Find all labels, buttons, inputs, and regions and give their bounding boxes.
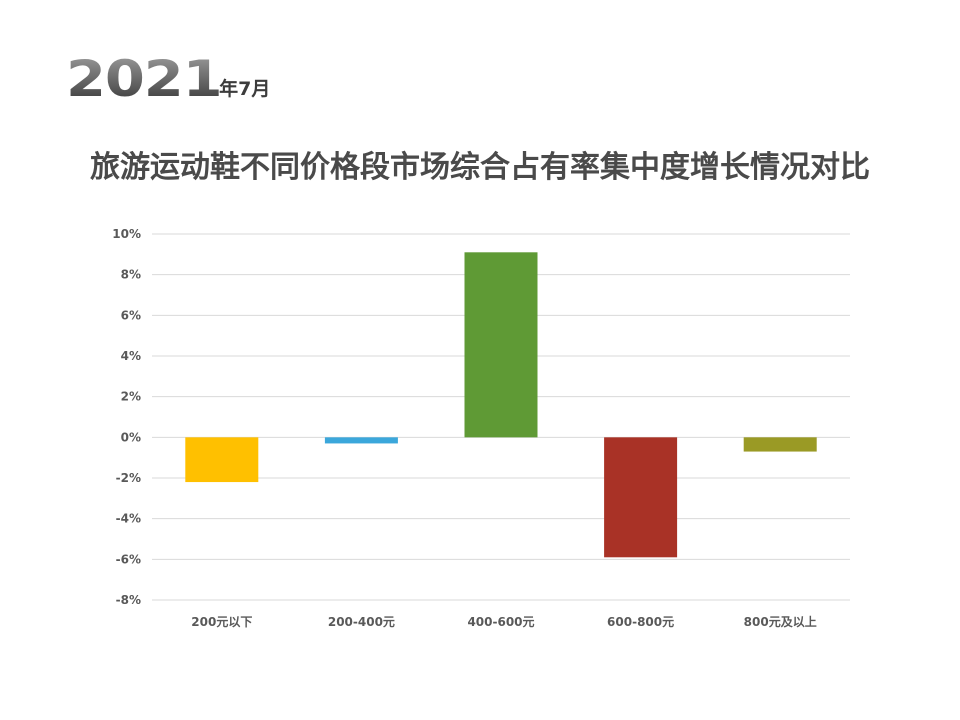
y-tick-label: -6% [116,552,141,566]
x-tick-label: 400-600元 [467,615,534,629]
y-tick-label: 6% [121,308,141,322]
bar [464,252,538,438]
y-tick-label: -2% [116,471,141,485]
y-tick-label: 0% [121,430,141,444]
month-label: 年7月 [219,78,271,100]
x-tick-label: 600-800元 [607,615,674,629]
y-axis-ticks: 10% 8% 6% 4% 2% 0% -2% -4% -6% -8% [112,227,141,607]
x-tick-label: 200元以下 [191,615,252,629]
year-label: 2021 [66,50,223,108]
bar [185,437,259,483]
bar [604,437,678,558]
y-tick-label: 10% [112,227,141,241]
y-tick-label: 2% [121,390,141,404]
bar [324,437,398,444]
y-tick-label: -8% [116,593,141,607]
date-heading: 2021 年7月 [66,44,270,104]
y-tick-label: 4% [121,349,141,363]
y-tick-label: 8% [121,268,141,282]
chart-title: 旅游运动鞋不同价格段市场综合占有率集中度增长情况对比 [90,150,870,185]
bar [743,437,817,452]
x-tick-label: 800元及以上 [744,614,817,629]
x-axis-ticks: 200元以下 200-400元 400-600元 600-800元 800元及以上 [191,614,816,629]
bars [185,252,817,558]
x-tick-label: 200-400元 [328,615,395,629]
y-tick-label: -4% [116,512,141,526]
